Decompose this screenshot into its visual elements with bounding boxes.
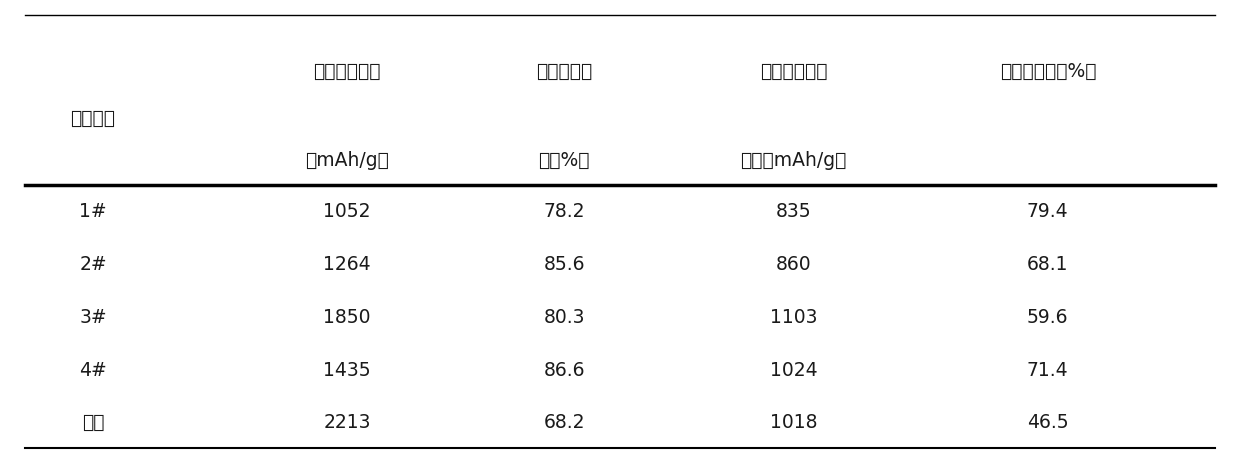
Text: 4#: 4#	[79, 360, 107, 379]
Text: 1024: 1024	[770, 360, 817, 379]
Text: 首次放电容量: 首次放电容量	[314, 63, 381, 81]
Text: 68.2: 68.2	[543, 413, 585, 432]
Text: 59.6: 59.6	[1027, 307, 1069, 326]
Text: 1103: 1103	[770, 307, 817, 326]
Text: 80.3: 80.3	[543, 307, 585, 326]
Text: 78.2: 78.2	[543, 202, 585, 221]
Text: 1435: 1435	[324, 360, 371, 379]
Text: 容量保持率（%）: 容量保持率（%）	[999, 63, 1096, 81]
Text: 末次放电可逆: 末次放电可逆	[760, 63, 827, 81]
Text: 79.4: 79.4	[1027, 202, 1069, 221]
Text: 860: 860	[776, 255, 811, 274]
Text: 1850: 1850	[324, 307, 371, 326]
Text: 率（%）: 率（%）	[538, 150, 590, 169]
Text: 2#: 2#	[79, 255, 107, 274]
Text: （mAh/g）: （mAh/g）	[305, 150, 389, 169]
Text: 3#: 3#	[79, 307, 107, 326]
Text: 容量（mAh/g）: 容量（mAh/g）	[740, 150, 847, 169]
Text: 85.6: 85.6	[543, 255, 585, 274]
Text: 首次库伦效: 首次库伦效	[536, 63, 593, 81]
Text: 68.1: 68.1	[1027, 255, 1069, 274]
Text: 电池编号: 电池编号	[71, 109, 115, 127]
Text: 1018: 1018	[770, 413, 817, 432]
Text: 46.5: 46.5	[1027, 413, 1069, 432]
Text: 1052: 1052	[324, 202, 371, 221]
Text: 835: 835	[776, 202, 811, 221]
Text: 2213: 2213	[324, 413, 371, 432]
Text: 86.6: 86.6	[543, 360, 585, 379]
Text: 71.4: 71.4	[1027, 360, 1069, 379]
Text: 1264: 1264	[324, 255, 371, 274]
Text: 空白: 空白	[82, 413, 104, 432]
Text: 1#: 1#	[79, 202, 107, 221]
